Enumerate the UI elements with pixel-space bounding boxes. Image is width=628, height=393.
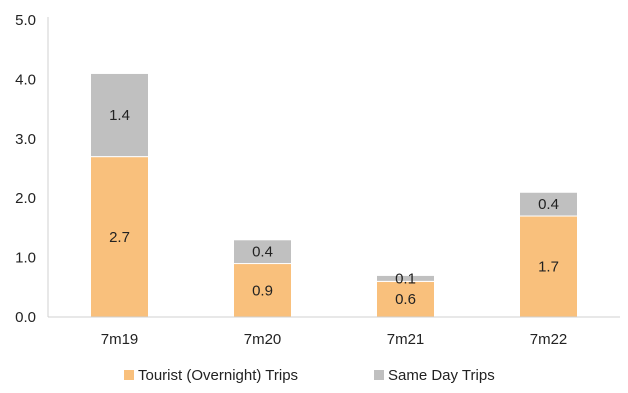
x-tick-label: 7m22: [530, 331, 568, 348]
bar-tourist-overnight: [519, 215, 578, 318]
x-tick-label: 7m19: [101, 331, 139, 348]
data-label: 0.9: [252, 282, 273, 299]
bar-tourist-overnight: [376, 280, 435, 318]
y-tick-label: 2.0: [15, 190, 36, 207]
bar-same-day: [90, 72, 149, 158]
bar-same-day: [376, 274, 435, 282]
data-label: 0.4: [538, 196, 559, 213]
y-tick-label: 4.0: [15, 71, 36, 88]
data-label: 2.7: [109, 229, 130, 246]
legend-label: Tourist (Overnight) Trips: [138, 367, 298, 384]
data-label: 0.4: [252, 244, 273, 261]
y-tick-label: 3.0: [15, 131, 36, 148]
data-label: 0.1: [395, 270, 416, 287]
x-axis: 7m19 7m20 7m21 7m22: [48, 316, 620, 348]
x-tick-label: 7m20: [244, 331, 282, 348]
bar-same-day: [233, 239, 292, 265]
data-label: 1.4: [109, 107, 130, 124]
data-label: 1.7: [538, 259, 559, 276]
bar-same-day: [519, 191, 578, 217]
legend-swatch: [374, 370, 384, 380]
legend-swatch: [124, 370, 134, 380]
bars-group: 2.7 1.4 0.9 0.4 0.6 0.1 1.7 0.4: [90, 72, 578, 318]
y-tick-label: 1.0: [15, 250, 36, 267]
y-tick-label: 5.0: [15, 12, 36, 29]
data-label: 0.6: [395, 291, 416, 308]
x-tick-label: 7m21: [387, 331, 425, 348]
y-tick-label: 0.0: [15, 309, 36, 326]
y-axis: 0.0 1.0 2.0 3.0 4.0 5.0: [15, 12, 49, 326]
legend-label: Same Day Trips: [388, 367, 495, 384]
legend: Tourist (Overnight) Trips Same Day Trips: [124, 367, 495, 384]
